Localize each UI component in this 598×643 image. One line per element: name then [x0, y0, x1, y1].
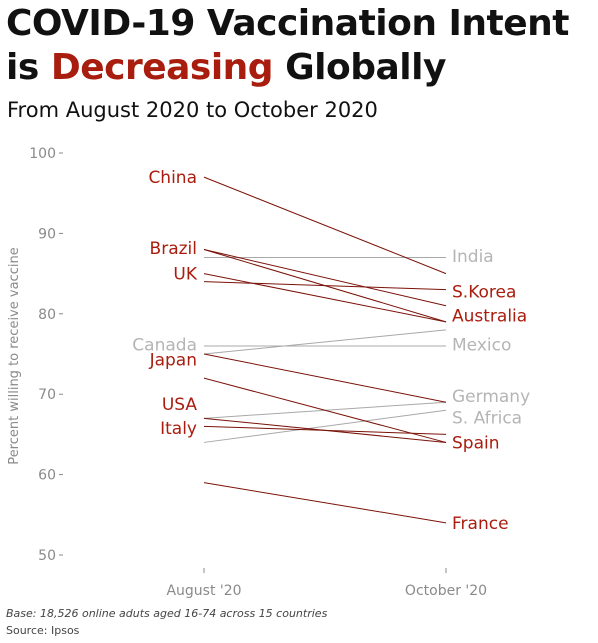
series-label-japan: Japan [149, 351, 197, 371]
series-line-italy [203, 425, 447, 435]
y-tick-label: 70 [38, 387, 56, 403]
series-line-japan [203, 353, 447, 403]
footnote-base: Base: 18,526 online aduts aged 16-74 acr… [6, 607, 328, 620]
title-line-1: COVID-19 Vaccination Intent [6, 3, 570, 44]
series-label-s-africa: S. Africa [452, 409, 522, 429]
chart-subtitle: From August 2020 to October 2020 [7, 98, 378, 122]
series-lines [203, 176, 447, 524]
series-line-france [203, 482, 447, 524]
series-label-mexico: Mexico [452, 335, 511, 355]
series-label-usa: USA [162, 395, 198, 415]
y-axis-label: Percent willing to receive vaccine [7, 247, 22, 464]
title-highlight-word: Decreasing [50, 47, 274, 88]
series-label-france: France [452, 514, 509, 534]
series-line-uk [203, 273, 447, 323]
series-label-brazil: Brazil [150, 239, 197, 259]
series-label-spain: Spain [452, 433, 500, 453]
series-label-china: China [148, 168, 197, 188]
title-line-2-suffix: Globally [273, 47, 446, 88]
title-line-2-prefix: is [6, 47, 51, 88]
series-label-italy: Italy [160, 419, 197, 439]
series-label-india: India [452, 247, 494, 267]
x-tick-label: August '20 [166, 583, 241, 599]
y-tick-label: 60 [38, 468, 56, 484]
series-line-china [203, 176, 447, 275]
y-tick-label: 100 [29, 146, 56, 162]
series-line-s-korea [203, 281, 447, 291]
x-tick-label: October '20 [405, 583, 487, 599]
series-line-australia [203, 248, 447, 307]
y-tick-label: 90 [38, 226, 56, 242]
series-line-s-africa [203, 409, 447, 443]
y-axis: 50 60 70 80 90 100 [29, 146, 63, 564]
chart-title: COVID-19 Vaccination Intent is Decreasing… [6, 2, 570, 90]
x-axis: August '20 October '20 [166, 568, 487, 599]
series-label-australia: Australia [452, 306, 527, 326]
series-line-spain [203, 377, 447, 443]
series-line-mexico [203, 329, 447, 355]
series-label-s-korea: S.Korea [452, 282, 516, 302]
y-tick-label: 80 [38, 307, 56, 323]
series-label-uk: UK [173, 265, 197, 285]
series-label-germany: Germany [452, 387, 530, 407]
y-tick-label: 50 [38, 548, 56, 564]
footnote-source: Source: Ipsos [6, 624, 80, 637]
series-label-canada: Canada [132, 335, 197, 355]
